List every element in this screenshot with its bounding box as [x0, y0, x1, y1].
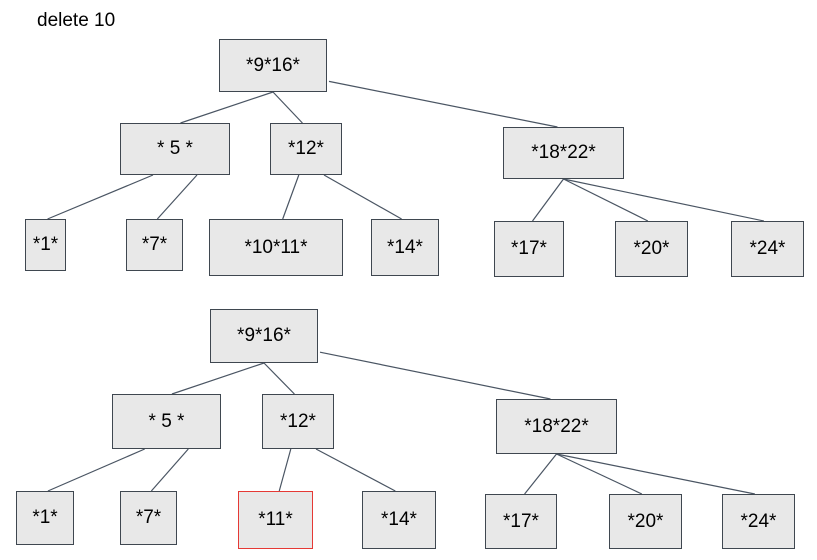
- tree2-edge-n5-n7: [150, 448, 189, 492]
- tree1-node-n7: *7*: [126, 219, 183, 271]
- tree2-node-n12: *12*: [262, 394, 334, 449]
- tree2-node-root: *9*16*: [210, 309, 318, 363]
- tree2-node-n14: *14*: [362, 491, 436, 549]
- tree1-node-n1822: *18*22*: [503, 127, 624, 179]
- tree1-node-n24: *24*: [731, 221, 804, 277]
- tree1-edge-root-n12: [272, 91, 303, 124]
- tree2-edge-root-n5: [171, 362, 265, 395]
- tree1-edge-n5-n7: [156, 174, 198, 220]
- tree2-node-n24: *24*: [722, 494, 795, 549]
- tree2-edge-n1822-n20: [556, 453, 643, 495]
- tree2-node-n1: *1*: [16, 491, 74, 545]
- tree2-node-n11: *11*: [238, 491, 313, 549]
- tree1-edge-n1822-n24: [563, 178, 764, 222]
- tree2-node-n20: *20*: [609, 494, 682, 549]
- tree1-node-n14: *14*: [371, 219, 439, 276]
- tree2-edge-root-n1822: [319, 351, 551, 400]
- tree2-node-n7: *7*: [120, 491, 177, 545]
- tree2-node-n5: * 5 *: [112, 394, 221, 449]
- tree1-node-n17: *17*: [494, 221, 564, 277]
- tree2-edge-n1822-n24: [556, 453, 755, 495]
- tree1-edge-root-n5: [180, 91, 274, 124]
- tree2-node-n1822: *18*22*: [496, 399, 617, 454]
- tree1-node-n1: *1*: [25, 219, 66, 271]
- tree1-node-n5: * 5 *: [120, 123, 230, 175]
- tree1-edge-n12-n14: [323, 174, 402, 220]
- tree1-node-n1011: *10*11*: [209, 219, 343, 276]
- tree1-node-n12: *12*: [270, 123, 342, 175]
- tree2-edge-n1822-n17: [524, 453, 557, 495]
- tree1-edge-n1822-n20: [563, 178, 649, 222]
- tree2-edge-n12-n14: [315, 448, 396, 492]
- tree2-node-n17: *17*: [485, 494, 557, 549]
- tree1-edge-n1822-n17: [532, 178, 564, 222]
- tree1-edge-root-n1822: [328, 80, 558, 128]
- tree1-edge-n12-n1011: [282, 174, 300, 220]
- tree2-edge-n12-n11: [278, 448, 292, 492]
- tree1-node-n20: *20*: [615, 221, 688, 277]
- tree1-node-root: *9*16*: [219, 39, 327, 92]
- tree2-edge-root-n12: [263, 362, 295, 395]
- tree2-edge-n5-n1: [47, 448, 145, 492]
- tree1-edge-n5-n1: [47, 174, 154, 220]
- caption: delete 10: [37, 10, 116, 31]
